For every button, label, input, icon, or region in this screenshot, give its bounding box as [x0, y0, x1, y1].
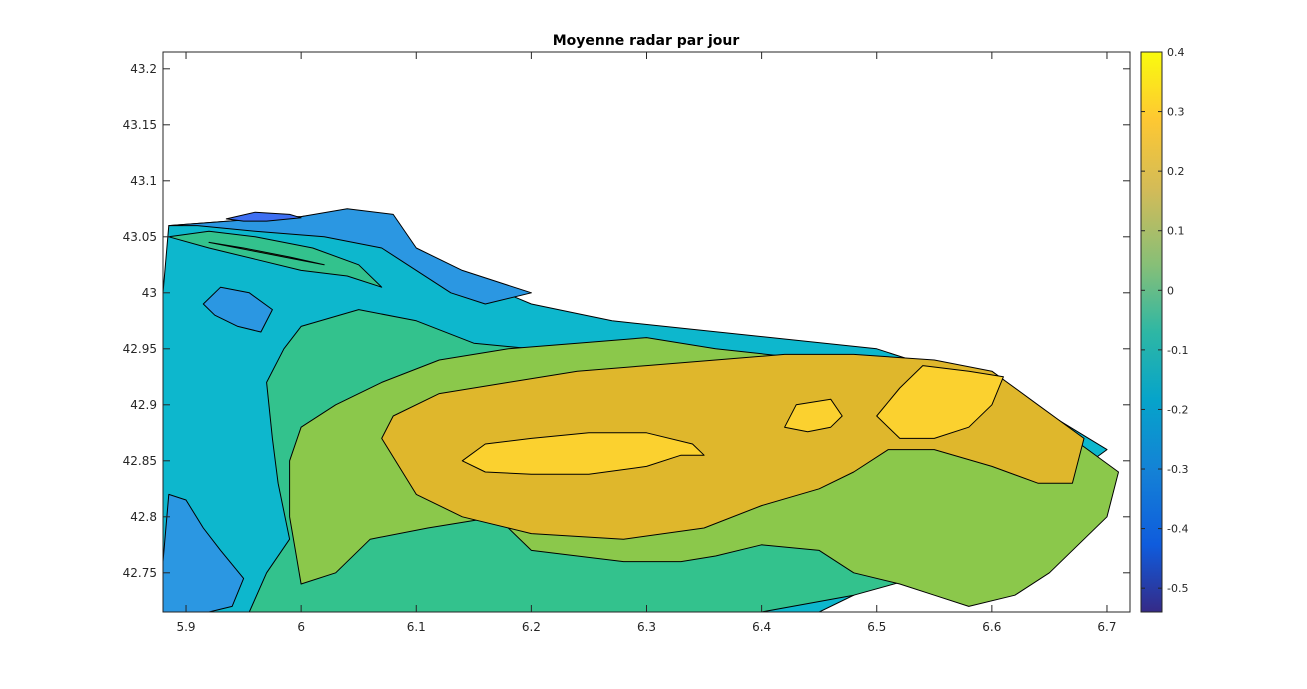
- contour-region-3: [168, 208, 532, 305]
- colorbar-tick-label: -0.5: [1167, 582, 1188, 595]
- x-tick-label: 6.4: [752, 620, 771, 634]
- y-tick-label: 42.75: [123, 566, 157, 580]
- y-tick-label: 43.2: [130, 62, 157, 76]
- contour-region-1: [163, 493, 245, 612]
- contour-region-10: [461, 432, 705, 475]
- chart-title: Moyenne radar par jour: [553, 33, 740, 49]
- contour-region-2: [202, 286, 273, 333]
- x-tick-label: 6.3: [637, 620, 656, 634]
- colorbar-tick-label: 0.2: [1167, 165, 1185, 178]
- y-tick-label: 43: [142, 286, 157, 300]
- y-tick-label: 42.9: [130, 398, 157, 412]
- y-axis: 42.75 42.8 42.85 42.9 42.95 43 43.05 43.1 43.15 4…: [123, 62, 1130, 580]
- y-tick-label: 43.15: [123, 118, 157, 132]
- colorbar: [1140, 51, 1163, 613]
- colorbar-tick-label: -0.4: [1167, 523, 1188, 536]
- x-tick-label: 6.7: [1097, 620, 1116, 634]
- contour-region-11: [784, 398, 843, 433]
- x-tick-label: 6.1: [407, 620, 426, 634]
- x-tick-label: 6: [297, 620, 305, 634]
- colorbar-tick-label: 0.4: [1167, 46, 1185, 59]
- y-tick-label: 42.8: [130, 510, 157, 524]
- y-tick-label: 43.05: [123, 230, 157, 244]
- colorbar-tick-label: -0.2: [1167, 403, 1188, 416]
- contour-region-12: [876, 365, 1004, 439]
- x-tick-label: 6.2: [522, 620, 541, 634]
- x-tick-label: 6.6: [982, 620, 1001, 634]
- y-tick-label: 43.1: [130, 174, 157, 188]
- colorbar-tick-label: -0.1: [1167, 344, 1188, 357]
- contour-region-8: [208, 241, 325, 266]
- colorbar-tick-label: -0.3: [1167, 463, 1188, 476]
- contour-regions: [163, 208, 1119, 612]
- x-tick-label: 6.5: [867, 620, 886, 634]
- colorbar-ticks: -0.5 -0.4 -0.3 -0.2 -0.1 0 0.1 0.2 0.3 0.4: [1141, 46, 1188, 595]
- contour-region-4: [225, 211, 302, 222]
- colorbar-tick-label: 0.3: [1167, 106, 1185, 119]
- colorbar-tick-label: 0.1: [1167, 225, 1185, 238]
- x-tick-label: 5.9: [176, 620, 195, 634]
- colorbar-tick-label: 0: [1167, 284, 1174, 297]
- y-tick-label: 42.85: [123, 454, 157, 468]
- y-tick-label: 42.95: [123, 342, 157, 356]
- x-axis: 5.9 6 6.1 6.2 6.3 6.4 6.5 6.6 6.7: [176, 52, 1117, 634]
